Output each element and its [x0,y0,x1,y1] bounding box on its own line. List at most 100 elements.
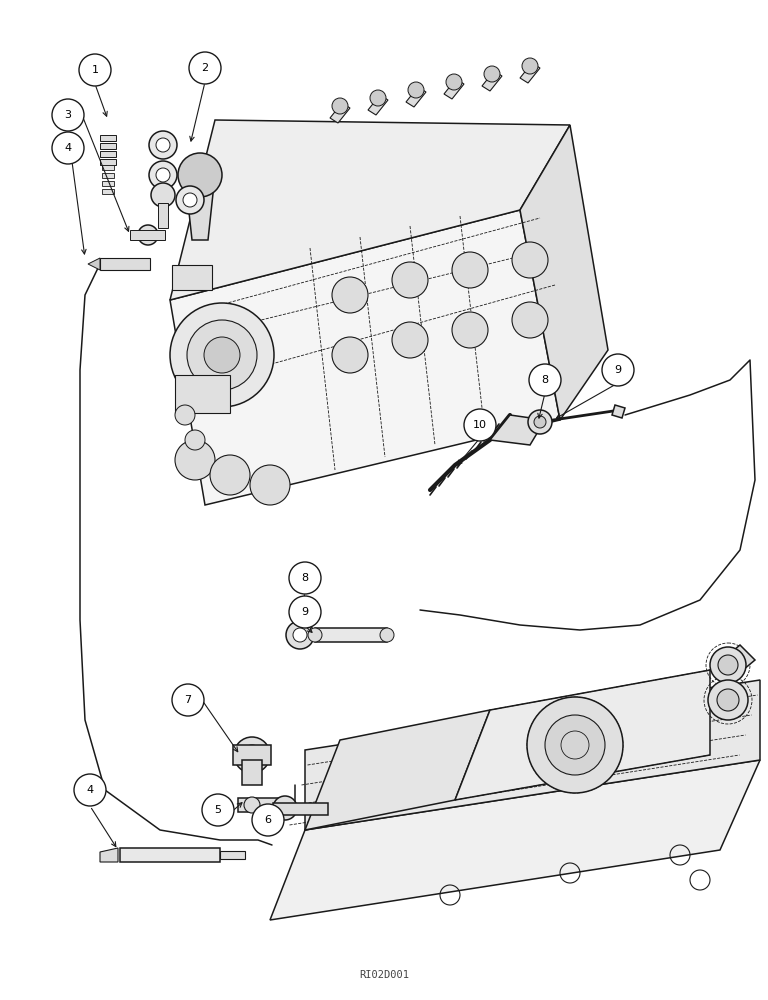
Bar [242,760,262,785]
Circle shape [370,90,386,106]
Circle shape [252,804,284,836]
Polygon shape [710,645,755,685]
Circle shape [708,680,748,720]
Circle shape [332,98,348,114]
Bar [220,851,245,859]
Polygon shape [185,175,215,240]
Polygon shape [368,95,388,115]
Circle shape [286,621,314,649]
Circle shape [185,430,205,450]
Bar [158,203,168,228]
Circle shape [210,455,250,495]
Circle shape [52,132,84,164]
Text: 1: 1 [91,65,98,75]
Text: 4: 4 [65,143,71,153]
Polygon shape [102,173,114,178]
Circle shape [149,161,177,189]
Circle shape [244,797,260,813]
Polygon shape [170,210,560,505]
Circle shape [151,183,175,207]
Polygon shape [612,405,625,418]
Circle shape [204,337,240,373]
Circle shape [534,416,546,428]
Circle shape [156,138,170,152]
Polygon shape [305,680,760,830]
Circle shape [464,409,496,441]
Circle shape [289,562,321,594]
Circle shape [202,794,234,826]
Bar [100,151,116,157]
Circle shape [528,410,552,434]
Circle shape [392,322,428,358]
Bar [100,159,116,165]
Bar [100,135,116,141]
Circle shape [718,655,738,675]
Circle shape [408,82,424,98]
Polygon shape [88,258,100,270]
Text: 9: 9 [301,607,309,617]
Circle shape [484,66,500,82]
Polygon shape [520,125,608,420]
Polygon shape [444,79,464,99]
Circle shape [512,302,548,338]
Polygon shape [520,63,540,83]
Circle shape [332,277,368,313]
Circle shape [52,99,84,131]
Text: 8: 8 [541,375,548,385]
Circle shape [452,312,488,348]
Polygon shape [170,120,570,300]
Bar [175,375,230,413]
Text: 9: 9 [614,365,621,375]
Polygon shape [455,670,710,800]
Polygon shape [270,760,760,920]
Polygon shape [102,165,114,170]
Circle shape [717,689,739,711]
Circle shape [156,168,170,182]
Circle shape [170,303,274,407]
Bar [315,628,387,642]
Text: 8: 8 [301,573,309,583]
Circle shape [242,745,262,765]
Polygon shape [102,189,114,194]
Circle shape [234,737,270,773]
Circle shape [710,647,746,683]
Circle shape [175,440,215,480]
Circle shape [545,715,605,775]
Text: 10: 10 [473,420,487,430]
Circle shape [446,74,462,90]
Circle shape [175,405,195,425]
Circle shape [178,153,222,197]
Text: 4: 4 [87,785,94,795]
Circle shape [183,193,197,207]
Bar [100,258,150,270]
Bar [172,265,212,290]
Circle shape [79,54,111,86]
Polygon shape [490,415,545,445]
Polygon shape [482,71,502,91]
Text: 2: 2 [201,63,209,73]
Circle shape [529,364,561,396]
Circle shape [332,337,368,373]
Circle shape [527,697,623,793]
Circle shape [289,596,321,628]
Circle shape [250,465,290,505]
Polygon shape [406,87,426,107]
Bar [100,143,116,149]
Text: 3: 3 [65,110,71,120]
Text: RI02D001: RI02D001 [359,970,409,980]
Circle shape [512,242,548,278]
Circle shape [149,131,177,159]
Circle shape [273,796,297,820]
Circle shape [172,684,204,716]
Circle shape [522,58,538,74]
Circle shape [392,262,428,298]
Bar [130,230,165,240]
Bar [120,848,220,862]
Circle shape [452,252,488,288]
Circle shape [380,628,394,642]
Polygon shape [330,103,350,123]
Circle shape [602,354,634,386]
Text: 6: 6 [264,815,272,825]
Circle shape [308,628,322,642]
Circle shape [187,320,257,390]
